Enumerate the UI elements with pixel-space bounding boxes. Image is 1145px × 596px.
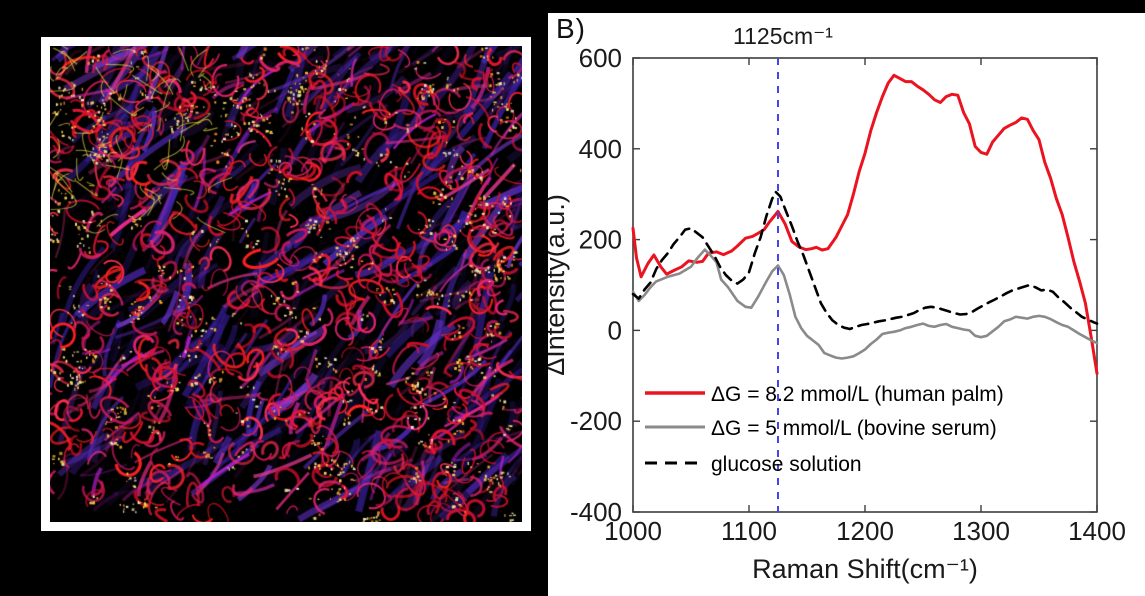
x-tick-label-1400: 1400 — [1068, 516, 1126, 546]
panel-b-label: B) — [556, 13, 586, 44]
series-line-0 — [631, 73, 1099, 375]
series-line-2 — [631, 190, 1099, 331]
vline-annotation: 1125cm⁻¹ — [733, 23, 833, 49]
x-tick-label-1200: 1200 — [836, 516, 894, 546]
legend-label-2: glucose solution — [711, 453, 862, 476]
raman-spectra-chart: 1000 1100 1200 1300 1400 -400 -200 0 200 400 600 Ra… — [548, 23, 1126, 584]
y-tick-label-0: 0 — [608, 315, 622, 345]
legend-label-0: ΔG = 8.2 mmol/L (human palm) — [711, 383, 1004, 406]
y-tick-label--200: -200 — [570, 406, 622, 436]
x-tick-label-1000: 1000 — [604, 516, 662, 546]
y-tick-label-600: 600 — [579, 43, 622, 73]
x-axis-label: Raman Shift(cm⁻¹) — [752, 554, 978, 584]
legend-label-1: ΔG = 5 mmol/L (bovine serum) — [711, 417, 997, 440]
y-tick-label-200: 200 — [579, 225, 622, 255]
microscopy-image-frame — [41, 37, 531, 531]
y-tick-label-400: 400 — [579, 134, 622, 164]
y-tick-label--400: -400 — [570, 497, 622, 527]
x-tick-label-1300: 1300 — [952, 516, 1010, 546]
capillary-microscopy-image — [50, 46, 522, 522]
x-tick-label-1100: 1100 — [721, 516, 777, 546]
series-line-1 — [631, 248, 1099, 360]
spectra-panel: B) 1000 1100 1200 1300 1400 -400 -200 0 200 400 60… — [548, 13, 1145, 596]
y-axis-label: ΔIntensity(a.u.) — [548, 194, 570, 376]
